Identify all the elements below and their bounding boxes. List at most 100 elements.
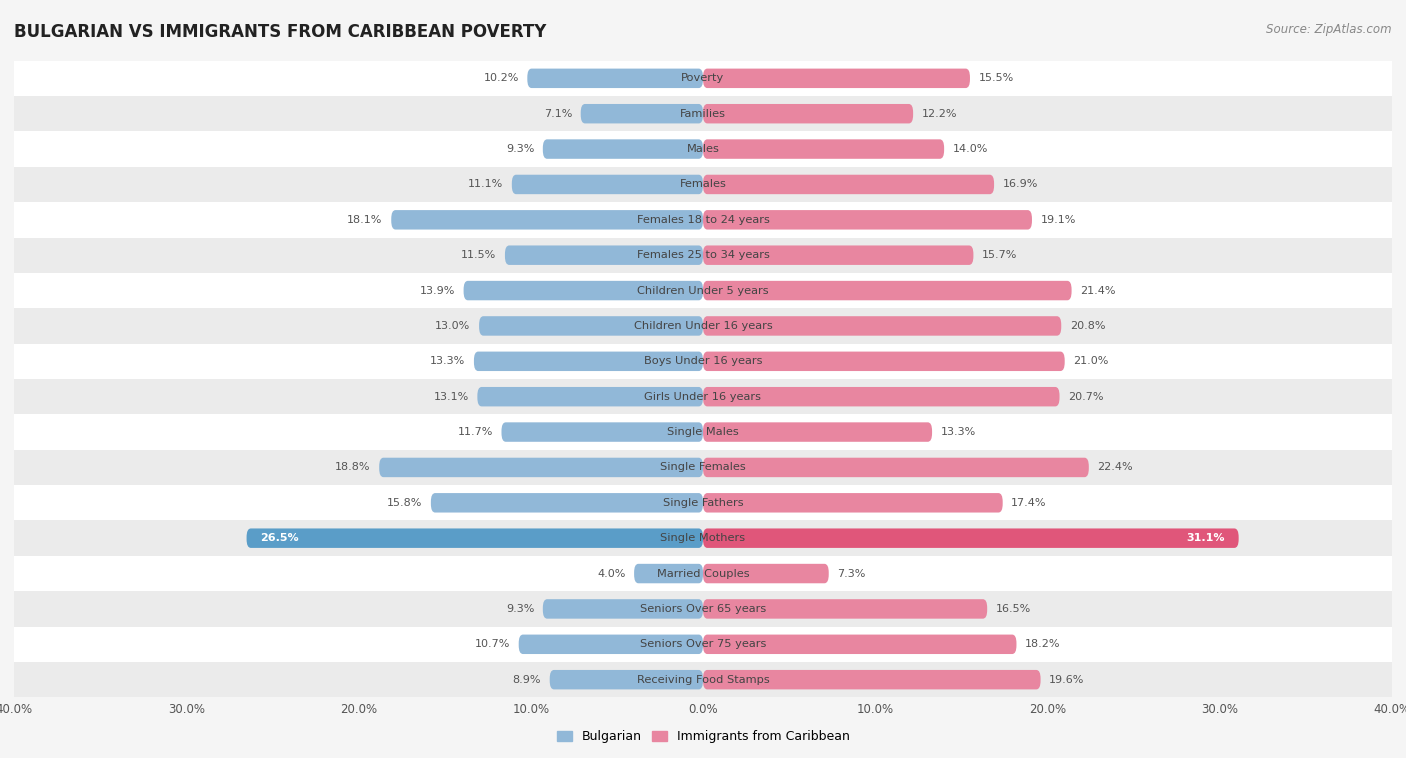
Text: Receiving Food Stamps: Receiving Food Stamps: [637, 675, 769, 684]
Bar: [14, 662, 1392, 697]
FancyBboxPatch shape: [527, 69, 703, 88]
Text: 15.8%: 15.8%: [387, 498, 422, 508]
Text: 21.4%: 21.4%: [1080, 286, 1116, 296]
Bar: [14, 309, 1392, 343]
FancyBboxPatch shape: [519, 634, 703, 654]
FancyBboxPatch shape: [703, 139, 945, 159]
FancyBboxPatch shape: [502, 422, 703, 442]
Bar: [14, 485, 1392, 521]
Text: 11.5%: 11.5%: [461, 250, 496, 260]
Text: 21.0%: 21.0%: [1073, 356, 1109, 366]
Text: 15.5%: 15.5%: [979, 74, 1014, 83]
FancyBboxPatch shape: [505, 246, 703, 265]
FancyBboxPatch shape: [550, 670, 703, 690]
FancyBboxPatch shape: [246, 528, 703, 548]
Bar: [14, 167, 1392, 202]
Text: 9.3%: 9.3%: [506, 144, 534, 154]
FancyBboxPatch shape: [703, 458, 1088, 478]
Bar: [14, 556, 1392, 591]
Text: Children Under 16 years: Children Under 16 years: [634, 321, 772, 331]
FancyBboxPatch shape: [479, 316, 703, 336]
Text: Single Fathers: Single Fathers: [662, 498, 744, 508]
Text: 31.1%: 31.1%: [1187, 533, 1225, 543]
Legend: Bulgarian, Immigrants from Caribbean: Bulgarian, Immigrants from Caribbean: [551, 725, 855, 748]
Text: Single Mothers: Single Mothers: [661, 533, 745, 543]
Text: 8.9%: 8.9%: [513, 675, 541, 684]
Text: 7.1%: 7.1%: [544, 108, 572, 119]
FancyBboxPatch shape: [703, 564, 828, 584]
FancyBboxPatch shape: [430, 493, 703, 512]
Text: 26.5%: 26.5%: [260, 533, 299, 543]
Text: Married Couples: Married Couples: [657, 568, 749, 578]
Bar: [14, 61, 1392, 96]
Text: 19.1%: 19.1%: [1040, 215, 1076, 225]
Text: 18.1%: 18.1%: [347, 215, 382, 225]
FancyBboxPatch shape: [391, 210, 703, 230]
Text: 15.7%: 15.7%: [981, 250, 1018, 260]
Text: 16.9%: 16.9%: [1002, 180, 1038, 190]
FancyBboxPatch shape: [581, 104, 703, 124]
FancyBboxPatch shape: [703, 175, 994, 194]
Text: 17.4%: 17.4%: [1011, 498, 1047, 508]
FancyBboxPatch shape: [703, 104, 912, 124]
Bar: [14, 96, 1392, 131]
FancyBboxPatch shape: [474, 352, 703, 371]
Text: Poverty: Poverty: [682, 74, 724, 83]
Bar: [14, 237, 1392, 273]
Text: 12.2%: 12.2%: [922, 108, 957, 119]
Text: 13.3%: 13.3%: [430, 356, 465, 366]
Text: Boys Under 16 years: Boys Under 16 years: [644, 356, 762, 366]
Text: 20.7%: 20.7%: [1069, 392, 1104, 402]
Text: Girls Under 16 years: Girls Under 16 years: [644, 392, 762, 402]
Text: Females: Females: [679, 180, 727, 190]
FancyBboxPatch shape: [543, 139, 703, 159]
Bar: [14, 591, 1392, 627]
Text: 13.0%: 13.0%: [436, 321, 471, 331]
Text: 13.1%: 13.1%: [433, 392, 468, 402]
Text: Families: Families: [681, 108, 725, 119]
Bar: [14, 379, 1392, 415]
Text: 13.3%: 13.3%: [941, 427, 976, 437]
Text: 7.3%: 7.3%: [838, 568, 866, 578]
Text: 10.2%: 10.2%: [484, 74, 519, 83]
Bar: [14, 521, 1392, 556]
FancyBboxPatch shape: [703, 493, 1002, 512]
Text: Males: Males: [686, 144, 720, 154]
FancyBboxPatch shape: [703, 246, 973, 265]
FancyBboxPatch shape: [703, 316, 1062, 336]
Bar: [14, 131, 1392, 167]
Bar: [14, 449, 1392, 485]
FancyBboxPatch shape: [703, 670, 1040, 690]
FancyBboxPatch shape: [464, 281, 703, 300]
Text: Females 18 to 24 years: Females 18 to 24 years: [637, 215, 769, 225]
Text: 14.0%: 14.0%: [953, 144, 988, 154]
Text: Seniors Over 75 years: Seniors Over 75 years: [640, 639, 766, 650]
FancyBboxPatch shape: [703, 387, 1060, 406]
Text: 16.5%: 16.5%: [995, 604, 1031, 614]
FancyBboxPatch shape: [703, 422, 932, 442]
Text: Females 25 to 34 years: Females 25 to 34 years: [637, 250, 769, 260]
Text: 18.2%: 18.2%: [1025, 639, 1060, 650]
Text: 11.1%: 11.1%: [468, 180, 503, 190]
FancyBboxPatch shape: [478, 387, 703, 406]
Text: Children Under 5 years: Children Under 5 years: [637, 286, 769, 296]
Text: Single Males: Single Males: [666, 427, 740, 437]
Text: 11.7%: 11.7%: [457, 427, 494, 437]
Text: Source: ZipAtlas.com: Source: ZipAtlas.com: [1267, 23, 1392, 36]
FancyBboxPatch shape: [703, 634, 1017, 654]
Text: 9.3%: 9.3%: [506, 604, 534, 614]
FancyBboxPatch shape: [703, 528, 1239, 548]
FancyBboxPatch shape: [703, 69, 970, 88]
FancyBboxPatch shape: [703, 352, 1064, 371]
FancyBboxPatch shape: [634, 564, 703, 584]
Bar: [14, 273, 1392, 309]
Text: 19.6%: 19.6%: [1049, 675, 1084, 684]
Text: BULGARIAN VS IMMIGRANTS FROM CARIBBEAN POVERTY: BULGARIAN VS IMMIGRANTS FROM CARIBBEAN P…: [14, 23, 547, 41]
Bar: [14, 343, 1392, 379]
Bar: [14, 202, 1392, 237]
Text: Single Females: Single Females: [661, 462, 745, 472]
Text: 13.9%: 13.9%: [419, 286, 456, 296]
FancyBboxPatch shape: [543, 600, 703, 619]
FancyBboxPatch shape: [703, 210, 1032, 230]
Bar: [14, 415, 1392, 449]
